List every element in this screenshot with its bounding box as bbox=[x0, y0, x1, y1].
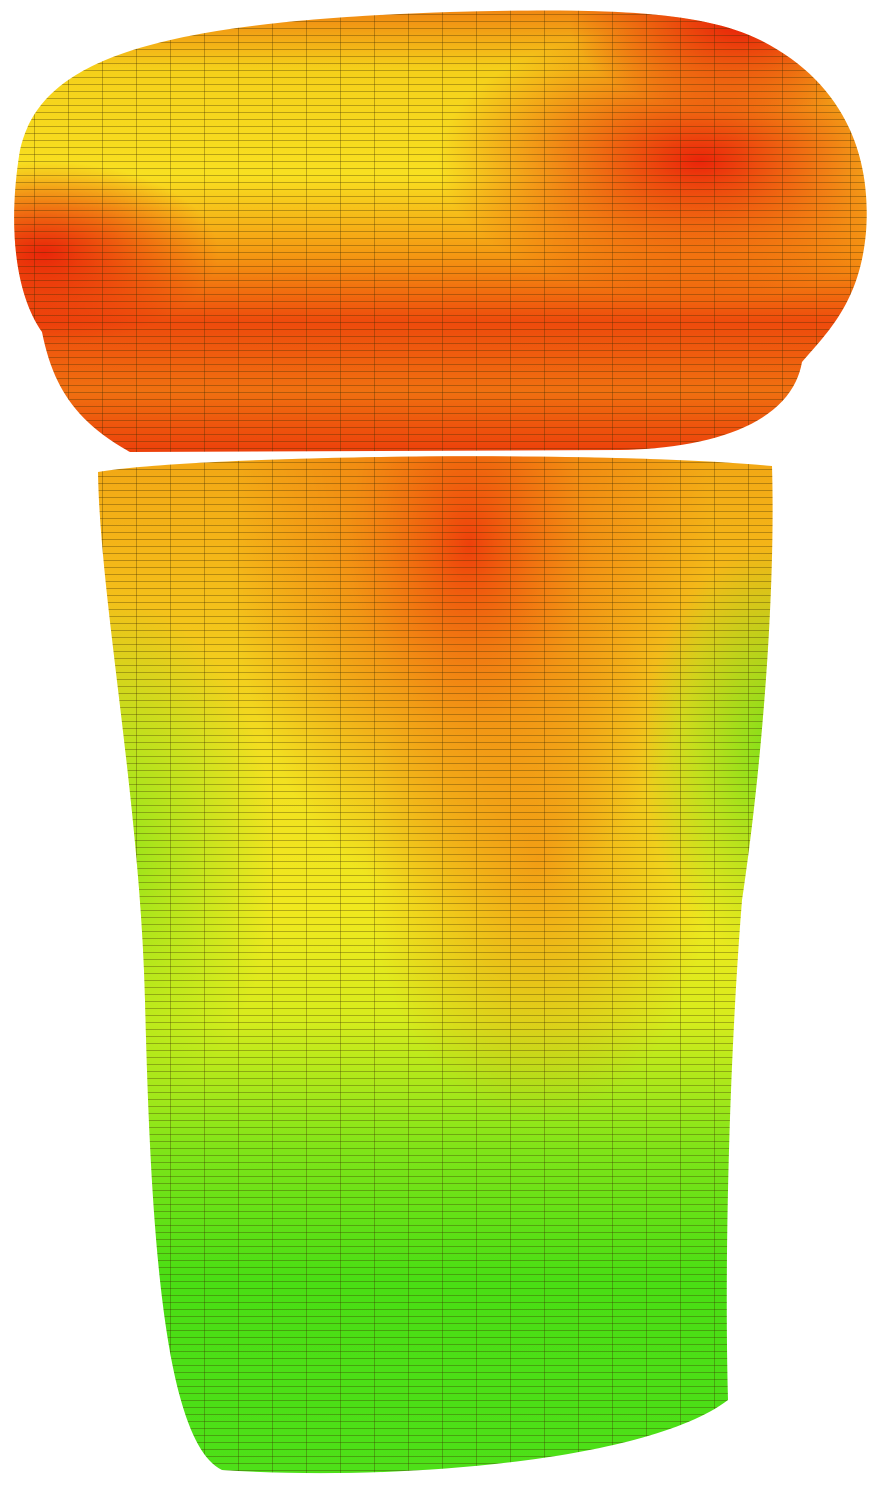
lower-body bbox=[0, 440, 875, 1488]
page-body bbox=[0, 0, 875, 1488]
upper-cap bbox=[0, 0, 875, 460]
mesh-render bbox=[0, 0, 875, 1488]
page: Mesh render {} html, body { margin: 0; p… bbox=[0, 0, 875, 1488]
